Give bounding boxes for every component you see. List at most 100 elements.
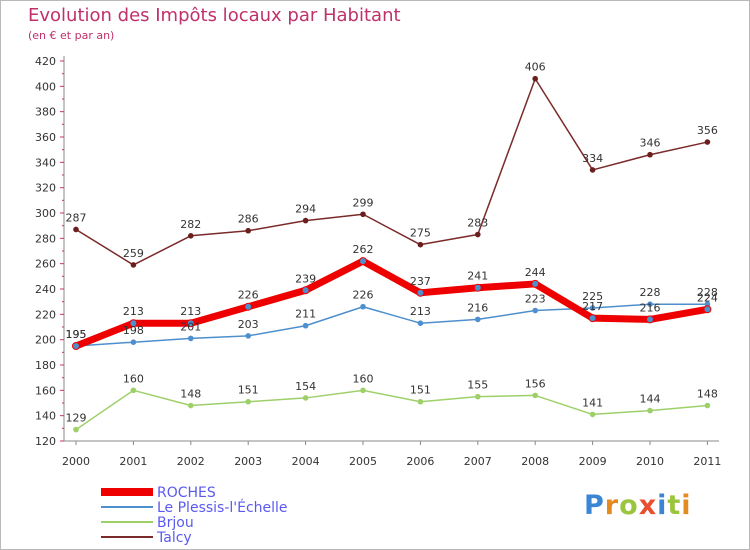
data-label: 282	[180, 218, 201, 231]
axis-ticks: 120 140 160 180 200 220 240 260 280 300 320 340 360 3…	[35, 55, 721, 468]
series-line	[75, 77, 708, 266]
data-label: 237	[410, 275, 431, 288]
x-tick-label: 2002	[177, 455, 205, 468]
data-point	[475, 316, 481, 323]
data-point	[302, 395, 309, 401]
data-label: 129	[66, 412, 87, 425]
data-point	[360, 303, 366, 310]
data-label: 216	[640, 301, 661, 314]
data-label: 156	[525, 377, 546, 390]
data-label: 213	[180, 305, 201, 318]
data-point	[73, 226, 79, 233]
x-tick-label: 2000	[62, 455, 90, 468]
data-label: 275	[410, 227, 431, 240]
data-label: 286	[238, 213, 259, 226]
data-point	[532, 307, 538, 314]
data-label: 226	[353, 289, 374, 302]
data-point	[245, 333, 251, 339]
y-tick-label: 360	[35, 131, 56, 144]
data-point	[245, 227, 251, 234]
x-tick-label: 2003	[234, 455, 262, 468]
data-label: 211	[295, 308, 316, 321]
proxiti-logo: Proxiti	[584, 490, 692, 521]
chart-subtitle: (en € et par an)	[28, 29, 115, 42]
data-point	[417, 241, 424, 248]
y-tick-label: 340	[35, 156, 56, 169]
y-tick-label: 380	[35, 106, 56, 119]
data-label: 356	[697, 124, 718, 137]
data-point	[589, 411, 596, 418]
data-label: 198	[123, 324, 144, 337]
y-tick-label: 260	[35, 258, 56, 271]
data-label: 299	[353, 196, 374, 209]
y-tick-label: 160	[35, 384, 56, 397]
data-point	[359, 257, 367, 266]
data-label: 216	[467, 301, 488, 314]
data-point	[532, 392, 538, 399]
data-point	[360, 211, 366, 218]
y-tick-label: 400	[35, 80, 56, 93]
legend-label: Brjou	[157, 515, 194, 531]
data-label: 334	[582, 152, 603, 165]
data-label: 155	[467, 379, 488, 392]
data-point	[417, 320, 424, 327]
data-point	[473, 283, 482, 292]
data-point	[417, 398, 424, 405]
x-tick-label: 2004	[292, 455, 320, 468]
data-label: 213	[410, 305, 431, 318]
data-label: 160	[123, 372, 144, 385]
x-tick-label: 2010	[636, 455, 664, 468]
y-tick-label: 120	[35, 435, 56, 448]
data-point	[589, 305, 596, 311]
data-label: 154	[295, 380, 316, 393]
series-lines	[72, 75, 712, 433]
data-point	[704, 402, 711, 409]
data-label: 148	[697, 388, 718, 401]
data-point	[188, 335, 194, 342]
data-label: 244	[525, 266, 546, 279]
data-point	[475, 231, 481, 238]
legend-label: ROCHES	[157, 485, 216, 501]
data-label: 259	[123, 247, 144, 260]
x-tick-label: 2001	[119, 455, 147, 468]
data-label: 226	[238, 289, 259, 302]
data-point	[588, 314, 597, 323]
series-line	[74, 257, 709, 350]
x-tick-label: 2006	[406, 455, 434, 468]
data-label: 213	[123, 305, 144, 318]
y-tick-label: 140	[35, 410, 56, 423]
data-point	[647, 407, 653, 414]
data-point	[302, 217, 309, 224]
data-point	[130, 387, 137, 394]
data-point	[646, 315, 654, 324]
x-tick-label: 2011	[693, 455, 721, 468]
legend-label: Le Plessis-l'Échelle	[157, 499, 288, 516]
data-point	[129, 319, 138, 328]
series-line	[75, 303, 708, 347]
data-label: 144	[640, 393, 661, 406]
data-labels: 287 259 282 286 294 299 275 283 406 334 346 356 129 1…	[66, 61, 718, 425]
data-label: 239	[295, 272, 316, 285]
data-label: 195	[66, 328, 87, 341]
y-tick-label: 220	[35, 308, 56, 321]
legend-label: Talcy	[156, 530, 192, 546]
data-point	[302, 322, 309, 329]
data-label: 160	[353, 372, 374, 385]
x-tick-label: 2007	[464, 455, 492, 468]
data-point	[130, 339, 137, 346]
axes	[63, 56, 719, 442]
data-label: 217	[582, 300, 603, 313]
data-point	[704, 139, 711, 145]
data-point	[475, 393, 481, 400]
data-label: 224	[697, 291, 718, 304]
data-point	[531, 279, 540, 288]
data-label: 262	[353, 243, 374, 256]
y-tick-label: 420	[35, 55, 56, 68]
data-point	[416, 288, 425, 297]
data-point	[73, 426, 79, 433]
data-point	[130, 262, 137, 268]
data-point	[72, 342, 80, 350]
y-tick-label: 320	[35, 182, 56, 195]
data-label: 241	[467, 270, 488, 283]
